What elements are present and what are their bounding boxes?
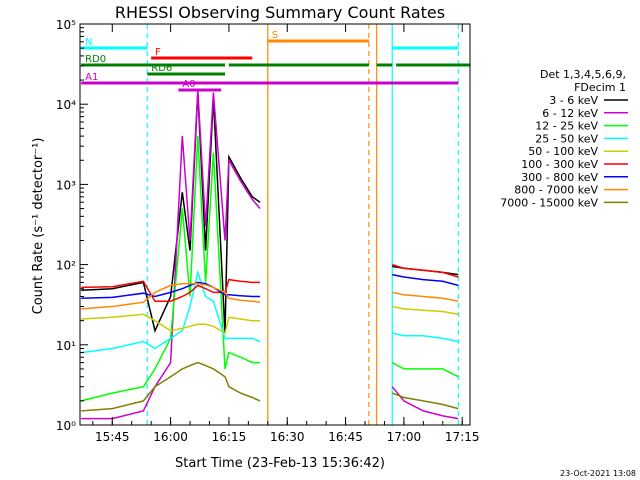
series-line-25-50-kev: [81, 269, 459, 354]
series-line-6-12-kev: [81, 90, 459, 420]
footer-date: 23-Oct-2021 13:08: [560, 469, 636, 478]
y-axis-label: Count Rate (s⁻¹ detector⁻¹): [31, 138, 46, 315]
series-line-7000-15000-kev: [81, 361, 459, 412]
legend-entry-50-100-kev: 50 - 100 keV: [528, 145, 598, 158]
y-tick-label-5: 10⁵: [56, 18, 76, 32]
legend-title-line-2: FDecim 1: [574, 81, 626, 94]
series-line-3-6-kev: [81, 92, 459, 334]
series-line-800-7000-kev: [81, 282, 459, 310]
legend-entry-800-7000-kev: 800 - 7000 keV: [514, 184, 598, 197]
legend-title-line-1: Det 1,3,4,5,6,9,: [540, 68, 626, 81]
legend-entry-6-12-kev: 6 - 12 keV: [542, 107, 598, 120]
x-axis-ticks: 15:45 16:00 16:15 16:30 16:45 17:00 17:15: [92, 24, 480, 444]
flag-label-a1: A1: [85, 72, 98, 83]
flag-label-f: F: [155, 47, 161, 58]
x-tick-label-17-00: 17:00: [387, 430, 422, 444]
legend-entry-3-6-kev: 3 - 6 keV: [549, 94, 598, 107]
x-axis-label: Start Time (23-Feb-13 15:36:42): [175, 456, 385, 471]
x-tick-label-16-45: 16:45: [328, 430, 363, 444]
y-tick-label-4: 10⁴: [56, 98, 76, 112]
x-tick-label-16-00: 16:00: [153, 430, 188, 444]
vertical-markers: [146, 24, 459, 425]
x-tick-label-17-15: 17:15: [445, 430, 480, 444]
legend-entry-12-25-kev: 12 - 25 keV: [535, 120, 598, 133]
flag-label-s: S: [272, 30, 278, 41]
y-tick-label-0: 10⁰: [56, 419, 76, 433]
legend-entry-25-50-kev: 25 - 50 keV: [535, 132, 598, 145]
y-tick-label-1: 10¹: [56, 339, 76, 353]
y-tick-label-2: 10²: [56, 259, 76, 273]
legend-entry-100-300-kev: 100 - 300 keV: [521, 158, 598, 171]
x-tick-label-16-15: 16:15: [212, 430, 247, 444]
x-tick-label-15-45: 15:45: [95, 430, 130, 444]
plot-frame: [79, 23, 471, 426]
flag-bars: NSFRD0RD6A0A1: [81, 30, 470, 92]
flag-label-n: N: [85, 37, 92, 48]
series-line-50-100-kev: [81, 305, 459, 335]
x-tick-label-16-30: 16:30: [270, 430, 305, 444]
series-line-300-800-kev: [81, 273, 459, 300]
chart-title: RHESSI Observing Summary Count Rates: [115, 3, 445, 22]
flag-label-rd6: RD6: [151, 63, 172, 74]
series-line-12-25-kev: [81, 136, 459, 402]
y-tick-label-3: 10³: [56, 178, 76, 192]
series-layer: [81, 90, 459, 420]
legend-entry-7000-15000-kev: 7000 - 15000 keV: [500, 196, 598, 209]
legend-entry-300-800-kev: 300 - 800 keV: [521, 171, 598, 184]
flag-label-rd0: RD0: [85, 54, 106, 65]
y-axis-ticks: 10⁰ 10¹ 10² 10³ 10⁴ 10⁵: [56, 18, 88, 433]
series-line-100-300-kev: [81, 263, 459, 302]
